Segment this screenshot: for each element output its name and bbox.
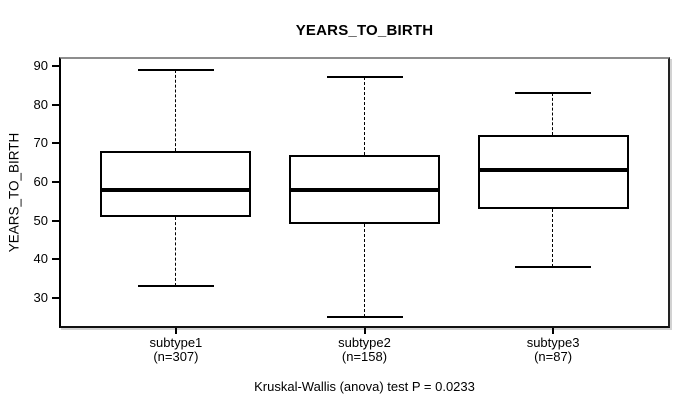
y-tick	[52, 219, 59, 222]
median-line	[289, 187, 440, 192]
upper-whisker-cap	[326, 76, 403, 79]
y-tick-label: 70	[33, 135, 48, 151]
median-line	[100, 187, 252, 192]
upper-whisker-cap	[137, 68, 214, 71]
x-tick	[363, 328, 366, 334]
y-tick	[52, 64, 59, 67]
x-tick-sublabel: (n=87)	[534, 349, 573, 364]
lower-whisker-line	[174, 216, 176, 287]
lower-whisker-cap	[137, 285, 214, 288]
y-tick	[52, 296, 59, 299]
upper-whisker-line	[174, 69, 176, 151]
lower-whisker-line	[552, 208, 554, 267]
y-tick-label: 30	[33, 289, 48, 305]
kruskal-wallis-annotation: Kruskal-Wallis (anova) test P = 0.0233	[254, 379, 475, 394]
y-tick-label: 90	[33, 57, 48, 73]
iqr-box	[100, 150, 252, 217]
upper-whisker-line	[552, 92, 554, 136]
x-tick	[174, 328, 177, 334]
y-tick	[52, 258, 59, 261]
x-tick-sublabel: (n=158)	[341, 349, 388, 364]
y-tick-label: 40	[33, 251, 48, 267]
median-line	[477, 168, 629, 173]
y-tick-label: 50	[33, 212, 48, 228]
x-tick-sublabel: (n=307)	[153, 349, 199, 364]
y-tick	[52, 180, 59, 183]
upper-whisker-cap	[515, 91, 592, 94]
lower-whisker-cap	[326, 316, 403, 319]
x-tick-label: subtype2	[338, 335, 391, 350]
x-tick-label: subtype3	[526, 335, 580, 350]
y-axis-title: YEARS_TO_BIRTH	[6, 132, 22, 253]
upper-whisker-line	[363, 77, 365, 155]
y-tick-label: 60	[33, 173, 48, 189]
y-tick	[52, 142, 59, 145]
x-tick-label: subtype1	[149, 335, 203, 350]
plot-frame	[59, 57, 670, 328]
chart-title: YEARS_TO_BIRTH	[295, 22, 434, 39]
y-tick	[52, 103, 59, 106]
x-tick	[552, 328, 555, 334]
lower-whisker-line	[363, 224, 365, 318]
lower-whisker-cap	[515, 265, 592, 268]
y-tick-label: 80	[33, 96, 48, 112]
